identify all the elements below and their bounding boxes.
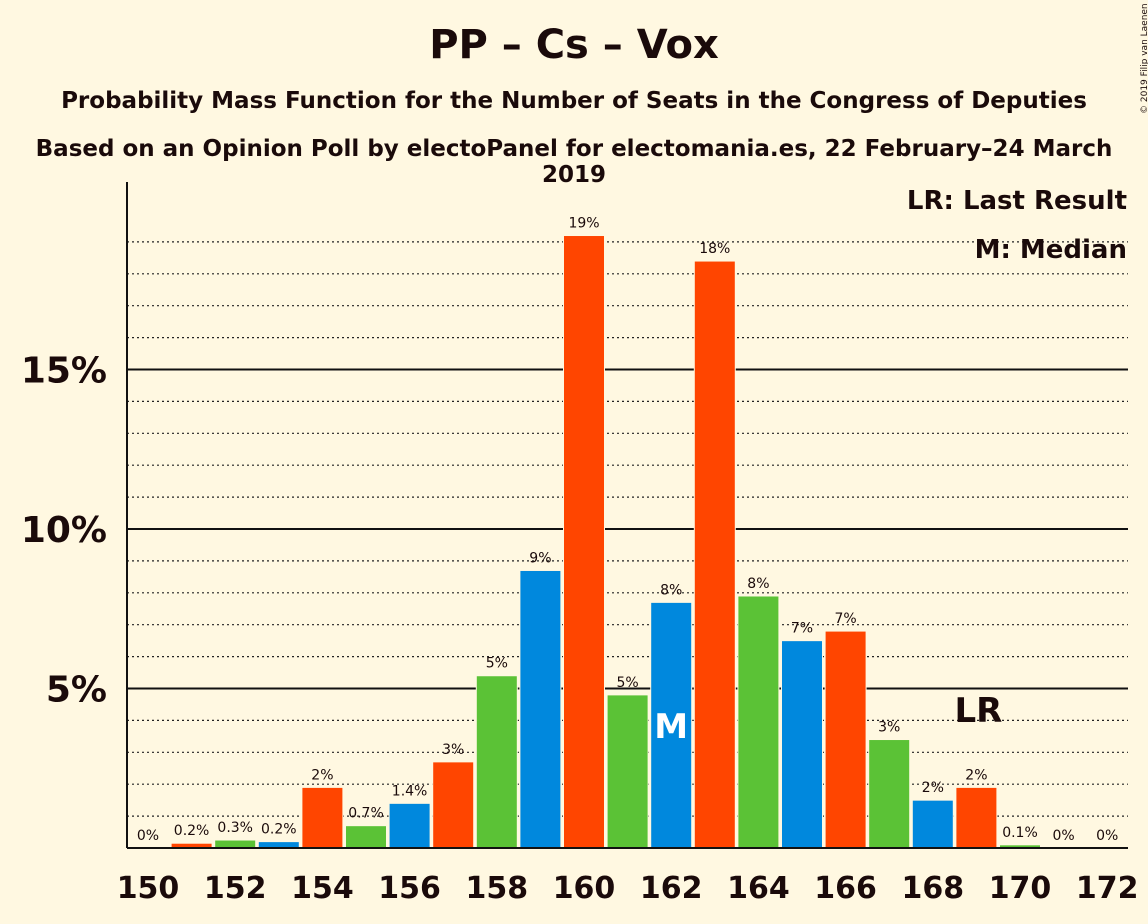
bar-163 (693, 260, 736, 849)
x-tick-label: 168 (901, 871, 964, 906)
data-label-160: 19% (568, 216, 599, 232)
data-label-172: 0% (1096, 828, 1118, 844)
bar-155 (345, 825, 387, 849)
bar-159 (519, 569, 562, 849)
data-label-164: 8% (747, 576, 769, 592)
last-result-marker: LR (954, 691, 1002, 731)
bar-167 (868, 739, 911, 849)
median-marker: M (654, 707, 688, 747)
legend-entry: LR: Last Result (907, 186, 1127, 216)
x-tick-label: 150 (117, 871, 180, 906)
data-label-170: 0.1% (1002, 825, 1038, 841)
data-label-171: 0% (1052, 828, 1074, 844)
data-label-154: 2% (311, 767, 333, 783)
x-tick-label: 156 (378, 871, 441, 906)
data-label-167: 3% (878, 720, 900, 736)
legend-entry: M: Median (975, 235, 1127, 265)
data-label-161: 5% (616, 675, 638, 691)
bar-152 (214, 839, 257, 849)
data-label-163: 18% (699, 241, 730, 257)
y-tick-label: 15% (21, 351, 107, 392)
x-tick-label: 172 (1076, 871, 1139, 906)
chart-subtitle: Probability Mass Function for the Number… (61, 88, 1087, 114)
data-label-158: 5% (486, 656, 508, 672)
chart-title: PP – Cs – Vox (429, 22, 719, 68)
bar-161 (606, 694, 649, 849)
data-label-168: 2% (922, 780, 944, 796)
data-label-151: 0.2% (174, 823, 210, 839)
bar-162 (650, 601, 693, 849)
x-tick-label: 170 (989, 871, 1052, 906)
data-label-159: 9% (529, 550, 551, 566)
bar-156 (388, 802, 431, 849)
bar-160 (563, 235, 605, 849)
bar-168 (911, 799, 954, 849)
x-tick-label: 154 (291, 871, 354, 906)
x-tick-label: 160 (553, 871, 616, 906)
x-tick-label: 158 (465, 871, 528, 906)
bar-157 (432, 761, 475, 849)
data-label-165: 7% (791, 621, 813, 637)
bar-164 (737, 595, 780, 849)
data-label-166: 7% (834, 611, 856, 627)
data-label-155: 0.7% (348, 806, 384, 822)
x-tick-label: 164 (727, 871, 790, 906)
x-tick-label: 166 (814, 871, 877, 906)
data-label-162: 8% (660, 582, 682, 598)
data-label-169: 2% (965, 767, 987, 783)
bar-166 (824, 630, 867, 849)
chart-source: Based on an Opinion Poll by electoPanel … (35, 136, 1113, 188)
x-tick-label: 152 (204, 871, 267, 906)
data-label-157: 3% (442, 742, 464, 758)
data-label-150: 0% (137, 828, 159, 844)
bar-169 (955, 786, 998, 849)
y-tick-label: 10% (21, 510, 107, 551)
data-label-152: 0.3% (217, 820, 253, 836)
bar-154 (301, 786, 344, 849)
data-label-153: 0.2% (261, 822, 297, 838)
bar-165 (781, 640, 823, 849)
bar-158 (475, 675, 518, 849)
y-tick-label: 5% (46, 670, 107, 711)
x-tick-label: 162 (640, 871, 703, 906)
data-label-156: 1.4% (392, 783, 428, 799)
